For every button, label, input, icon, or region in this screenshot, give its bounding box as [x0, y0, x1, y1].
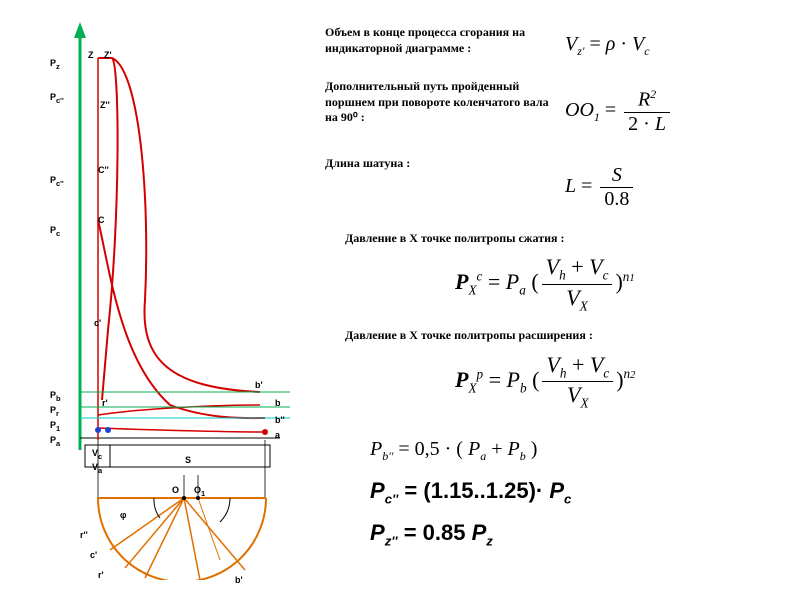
- y-axis-label: a: [275, 430, 280, 440]
- desc-compress: Давление в X точке политропы сжатия :: [345, 231, 785, 247]
- box-label: Vc: [92, 448, 102, 461]
- formula-panel: Объем в конце процесса сгорания на индик…: [325, 25, 785, 425]
- y-axis-label: C'': [98, 165, 109, 175]
- y-axis-label: P1: [50, 420, 60, 433]
- y-axis-label: b: [275, 398, 281, 408]
- crank-label: φ: [120, 510, 126, 520]
- y-axis-label: Pr: [50, 405, 59, 418]
- crank-label: O: [172, 485, 179, 495]
- crank-label: b': [235, 575, 243, 585]
- y-axis-label: Pz: [50, 58, 60, 71]
- bottom-formulas: Pb'' = 0,5 · ( Pa + Pb ) Pc'' = (1.15..1…: [370, 430, 770, 563]
- formula-vz: Vz' = ρ · Vc: [565, 33, 785, 59]
- y-axis-label: Pc: [50, 225, 60, 238]
- formula-pxc: PXc = Pa ( Vh + Vc VX )n1: [455, 254, 785, 314]
- crank-label: c': [90, 550, 97, 560]
- y-axis-label: Z: [88, 50, 94, 60]
- formula-pc: Pc'' = (1.15..1.25)· Pc: [370, 478, 770, 506]
- crank-label: O1: [194, 485, 205, 498]
- desc-rod: Длина шатуна :: [325, 156, 555, 172]
- y-axis-label: Pa: [50, 435, 60, 448]
- diagram-svg: [50, 20, 310, 580]
- y-axis-label: Pc'': [50, 175, 64, 188]
- formula-oo1: OO1 = R2 2 · L: [565, 87, 785, 136]
- formula-l: L = S 0.8: [565, 164, 785, 211]
- y-axis-label: c': [94, 318, 101, 328]
- y-axis-label: b'': [275, 415, 285, 425]
- crank-label: r': [98, 570, 104, 580]
- y-axis-label: Z': [104, 50, 112, 60]
- desc-expand: Давление в X точке политропы расширения …: [345, 328, 785, 344]
- y-axis-label: Z'': [100, 100, 110, 110]
- indicator-diagram: Pz Z Z' Pc'' Z'' C'' Pc'' C Pc c' Pb Pr P1 Pa b' b b'' a r…: [50, 20, 310, 580]
- box-label: Va: [92, 462, 102, 475]
- formula-pb: Pb'' = 0,5 · ( Pa + Pb ): [370, 438, 770, 464]
- y-axis-label: Pb: [50, 390, 61, 403]
- crank-label: r'': [80, 530, 88, 540]
- desc-volume: Объем в конце процесса сгорания на индик…: [325, 25, 555, 56]
- desc-path: Дополнительный путь пройденный поршнем п…: [325, 79, 555, 126]
- box-label: S: [185, 455, 191, 465]
- formula-pxp: PXp = Pb ( Vh + Vc VX )n2: [455, 352, 785, 412]
- y-axis-label: C: [98, 215, 105, 225]
- y-axis-label: b': [255, 380, 263, 390]
- y-axis-label: Pc'': [50, 92, 64, 105]
- formula-pz: Pz'' = 0.85 Pz: [370, 520, 770, 548]
- y-axis-label: r': [102, 398, 108, 408]
